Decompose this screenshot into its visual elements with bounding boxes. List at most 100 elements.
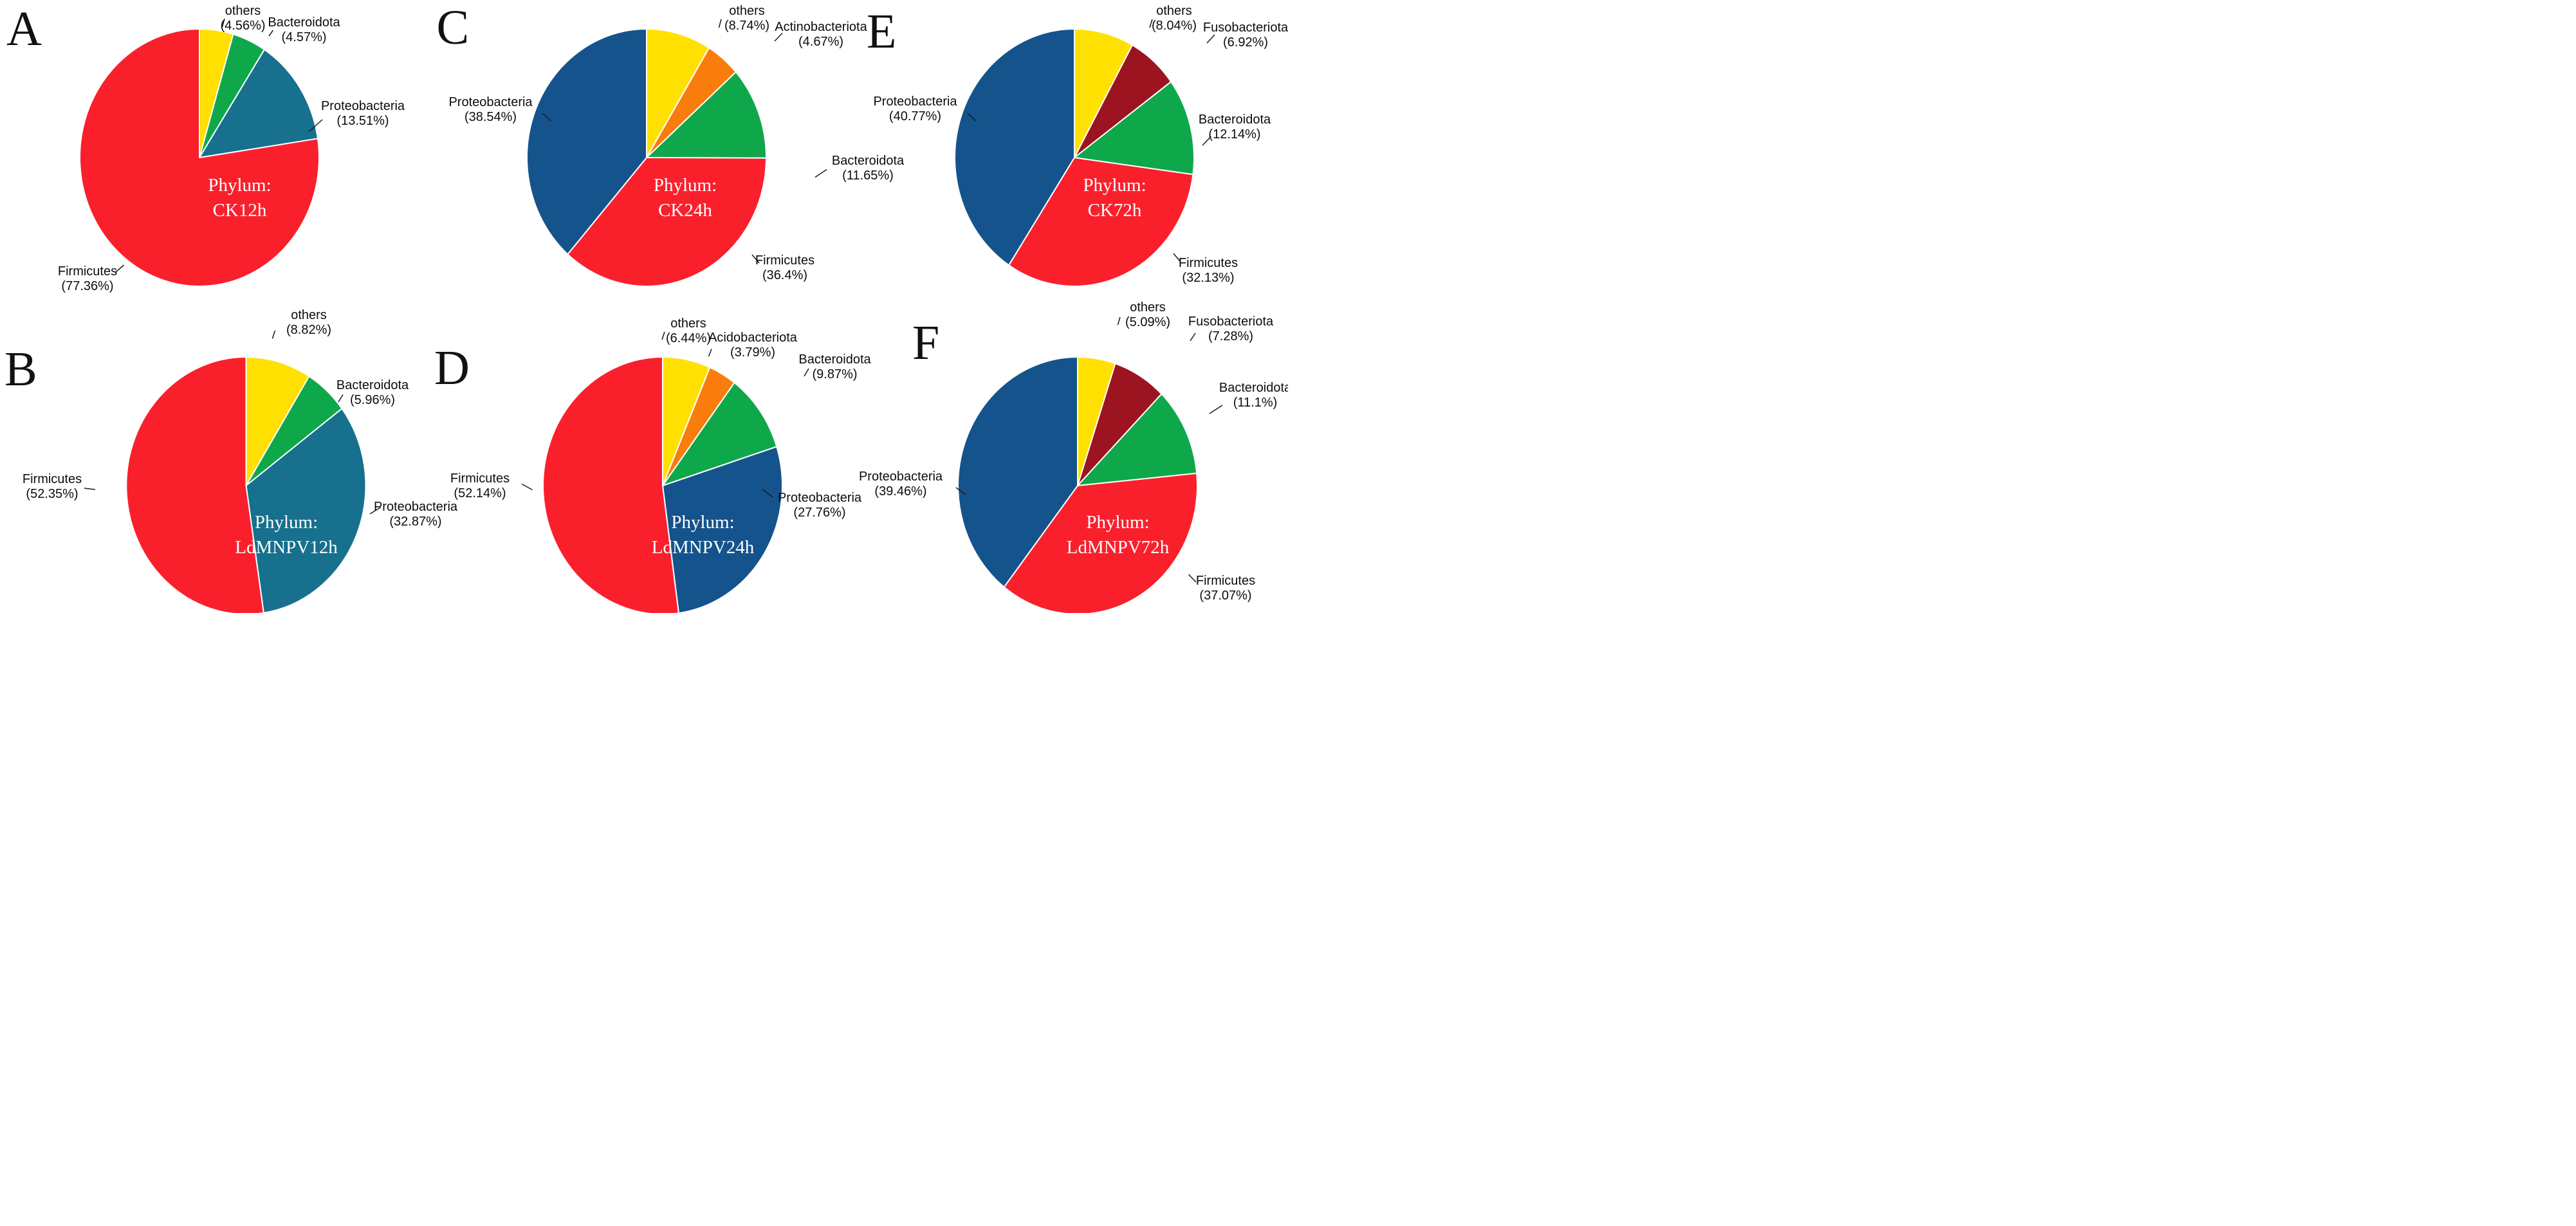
pie-center-title-E: Phylum: CK72h xyxy=(1083,173,1146,223)
center-title-line1: Phylum: xyxy=(208,175,271,196)
slice-name: Bacteroidota xyxy=(1198,113,1271,127)
slice-label-A-proteobacteria: Proteobacteria (13.51%) xyxy=(321,99,405,129)
slice-label-E-others: others (8.04%) xyxy=(1152,4,1197,33)
slice-percent: (36.4%) xyxy=(762,268,808,282)
slice-percent: (39.46%) xyxy=(874,484,927,499)
leader-line-E-firmicutes xyxy=(1173,253,1181,262)
slice-percent: (13.51%) xyxy=(336,114,389,128)
slice-label-E-bacteroidota: Bacteroidota (12.14%) xyxy=(1199,113,1271,142)
slice-name: others xyxy=(670,316,706,331)
pie-center-title-B: Phylum: LdMNPV12h xyxy=(235,510,338,560)
pie-center-title-F: Phylum: LdMNPV72h xyxy=(1067,510,1170,560)
pie-slice-E-proteobacteria xyxy=(954,28,1075,266)
pie-slice-F-proteobacteria xyxy=(957,356,1078,588)
slice-label-A-bacteroidota: Bacteroidota (4.57%) xyxy=(268,15,340,45)
slice-name: others xyxy=(1130,300,1166,315)
slice-percent: (8.04%) xyxy=(1151,18,1197,33)
slice-name: Proteobacteria xyxy=(858,470,943,484)
center-title-line2: LdMNPV72h xyxy=(1066,536,1170,558)
pie-slice-A-proteobacteria xyxy=(199,49,318,158)
slice-percent: (4.57%) xyxy=(281,30,327,44)
slice-label-B-proteobacteria: Proteobacteria (32.87%) xyxy=(374,500,457,529)
pie-slice-D-bacteroidota xyxy=(662,381,778,486)
slice-name: Proteobacteria xyxy=(448,95,533,109)
leader-line-D-others xyxy=(661,331,665,340)
slice-name: Proteobacteria xyxy=(373,499,458,514)
slice-name: Firmicutes xyxy=(1178,255,1238,270)
leader-line-F-firmicutes xyxy=(1188,574,1197,583)
slice-name: Firmicutes xyxy=(22,472,82,486)
slice-name: Firmicutes xyxy=(57,264,118,279)
slice-percent: (32.13%) xyxy=(1182,270,1235,285)
slice-percent: (38.54%) xyxy=(464,110,517,124)
leader-line-B-bacteroidota xyxy=(338,394,344,403)
slice-label-F-proteobacteria: Proteobacteria (39.46%) xyxy=(859,470,943,499)
slice-label-D-firmicutes: Firmicutes (52.14%) xyxy=(450,471,510,501)
slice-name: others xyxy=(225,3,261,18)
leader-line-E-proteobacteria xyxy=(967,113,977,122)
slice-name: Proteobacteria xyxy=(320,99,405,113)
slice-percent: (77.36%) xyxy=(61,279,114,293)
slice-percent: (5.09%) xyxy=(1125,315,1171,329)
center-title-line1: Phylum: xyxy=(1086,511,1150,533)
slice-percent: (11.65%) xyxy=(842,169,894,183)
leader-line-D-acidobacteriota xyxy=(708,349,712,357)
pie-charts-svg xyxy=(79,18,1223,613)
slice-name: Bacteroidota xyxy=(1219,380,1288,395)
slice-label-E-fusobacteriota: Fusobacteriota (6.92%) xyxy=(1203,21,1288,50)
slice-label-E-proteobacteria: Proteobacteria (40.77%) xyxy=(873,95,957,124)
leader-line-A-others xyxy=(221,18,225,28)
slice-label-D-proteobacteria: Proteobacteria (27.76%) xyxy=(778,491,861,520)
slice-percent: (3.79%) xyxy=(730,345,776,360)
slice-name: Bacteroidota xyxy=(268,15,340,30)
pie-slice-B-others xyxy=(245,356,310,486)
slice-label-E-firmicutes: Firmicutes (32.13%) xyxy=(1179,256,1238,286)
slice-label-B-firmicutes: Firmicutes (52.35%) xyxy=(23,472,82,502)
slice-percent: (52.14%) xyxy=(454,486,506,500)
leader-line-E-fusobacteriota xyxy=(1206,34,1215,44)
slice-name: Fusobacteriota xyxy=(1188,315,1274,329)
center-title-line1: Phylum: xyxy=(671,511,735,533)
pie-center-title-D: Phylum: LdMNPV24h xyxy=(652,510,755,560)
leader-line-C-proteobacteria xyxy=(542,113,551,122)
leader-line-D-bacteroidota xyxy=(804,368,809,377)
pie-center-title-A: Phylum: CK12h xyxy=(208,173,271,223)
slice-percent: (8.74%) xyxy=(724,18,770,33)
slice-label-A-others: others (4.56%) xyxy=(220,4,265,33)
leader-line-B-firmicutes xyxy=(84,488,96,490)
slice-label-D-bacteroidota: Bacteroidota (9.87%) xyxy=(798,352,870,382)
slice-percent: (52.35%) xyxy=(26,487,78,501)
slice-name: others xyxy=(1156,3,1192,18)
panel-letter-E: E xyxy=(867,4,897,59)
pie-slice-F-firmicutes xyxy=(1003,472,1198,613)
center-title-line1: Phylum: xyxy=(1083,175,1146,196)
slice-label-C-proteobacteria: Proteobacteria (38.54%) xyxy=(448,95,532,125)
slice-percent: (37.07%) xyxy=(1199,588,1252,603)
center-title-line1: Phylum: xyxy=(653,175,717,196)
slice-name: Firmicutes xyxy=(1195,573,1256,588)
slice-label-F-fusobacteriota: Fusobacteriota (7.28%) xyxy=(1188,315,1273,344)
slice-label-D-others: others (6.44%) xyxy=(666,316,711,346)
leader-line-A-bacteroidota xyxy=(268,30,274,37)
slice-name: Bacteroidota xyxy=(831,154,905,168)
leader-line-B-others xyxy=(271,330,276,339)
slice-name: others xyxy=(729,3,765,18)
panel-letter-B: B xyxy=(4,342,37,396)
pie-slice-E-bacteroidota xyxy=(1074,81,1195,176)
leader-line-F-bacteroidota xyxy=(1209,405,1223,414)
slice-percent: (11.1%) xyxy=(1233,395,1278,410)
slice-percent: (9.87%) xyxy=(812,367,858,381)
slice-percent: (32.87%) xyxy=(389,514,442,529)
pie-chart-figure: others (4.56%) Bacteroidota (4.57%) Proteoba… xyxy=(0,0,1288,613)
leader-line-F-proteobacteria xyxy=(955,487,966,495)
leader-line-C-others xyxy=(718,19,722,28)
slice-label-C-others: others (8.74%) xyxy=(724,4,769,33)
center-title-line2: LdMNPV12h xyxy=(235,536,338,558)
slice-label-F-firmicutes: Firmicutes (37.07%) xyxy=(1196,574,1255,603)
leader-line-D-firmicutes xyxy=(521,483,533,491)
slice-name: Firmicutes xyxy=(755,253,815,268)
slice-label-F-bacteroidota: Bacteroidota (11.1%) xyxy=(1219,381,1288,410)
leader-line-E-bacteroidota xyxy=(1202,136,1212,146)
slice-label-F-others: others (5.09%) xyxy=(1125,300,1170,330)
slice-label-D-acidobacteriota: Acidobacteriota (3.79%) xyxy=(708,331,797,360)
